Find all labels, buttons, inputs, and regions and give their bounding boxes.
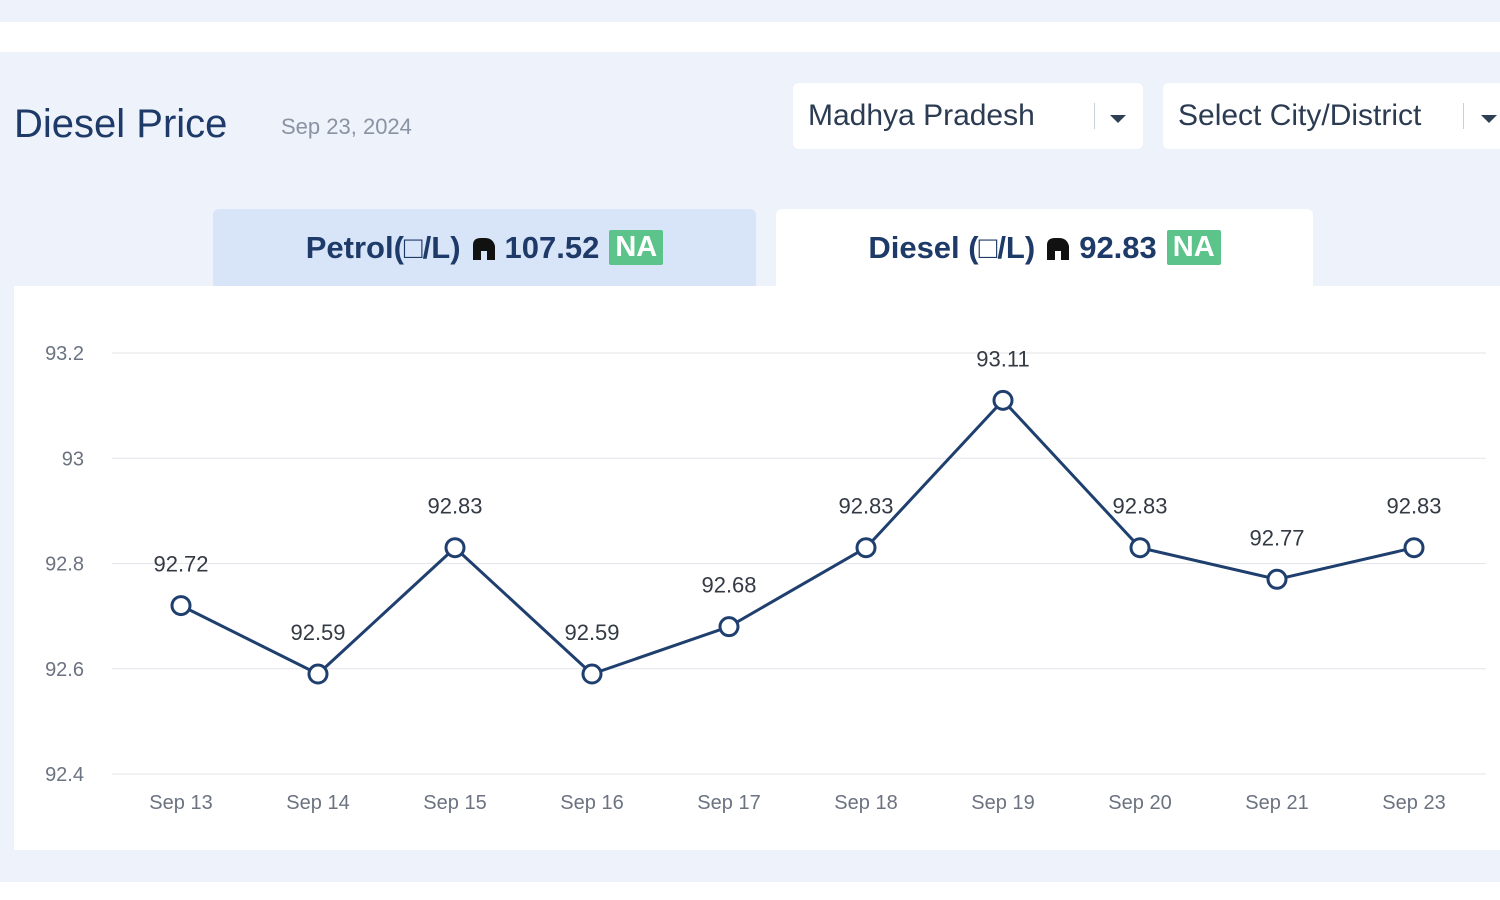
fuel-pump-icon [1047, 237, 1070, 260]
x-tick-label: Sep 15 [423, 792, 486, 814]
tab-diesel-value: 92.83 [1079, 229, 1157, 265]
y-tick-label: 92.4 [45, 764, 84, 786]
data-point [444, 537, 466, 559]
x-tick-label: Sep 17 [697, 792, 760, 814]
state-select-separator [1094, 103, 1095, 129]
data-point [1129, 537, 1151, 559]
data-point [992, 389, 1014, 411]
data-label: 92.83 [1386, 494, 1441, 519]
data-point [581, 663, 603, 685]
data-point [170, 595, 192, 617]
data-point [307, 663, 329, 685]
data-label: 92.77 [1249, 525, 1304, 550]
data-label: 93.11 [976, 346, 1029, 371]
data-label: 92.83 [1112, 494, 1167, 519]
data-label: 92.72 [153, 552, 208, 577]
data-point [718, 616, 740, 638]
y-tick-label: 93.2 [45, 343, 84, 365]
x-tick-label: Sep 20 [1108, 792, 1171, 814]
tab-petrol-value: 107.52 [504, 229, 600, 265]
chart-card: 92.4 92.6 92.8 93 93.2 Sep 13 Sep 14 Sep 15 Sep … [14, 286, 1500, 850]
tab-diesel-badge: NA [1166, 230, 1221, 265]
city-select-value: Select City/District [1178, 99, 1422, 132]
tab-petrol[interactable]: Petrol(□/L) 107.52 NA [213, 209, 756, 286]
x-tick-label: Sep 18 [834, 792, 897, 814]
state-select[interactable]: Madhya Pradesh [793, 83, 1143, 149]
data-point [1266, 568, 1288, 590]
x-tick-label: Sep 16 [560, 792, 623, 814]
caret-down-icon[interactable] [1481, 115, 1497, 123]
data-label: 92.68 [701, 573, 756, 598]
top-strip [0, 0, 1500, 22]
tab-diesel[interactable]: Diesel (□/L) 92.83 NA [776, 209, 1313, 286]
caret-down-icon[interactable] [1110, 115, 1126, 123]
fuel-pump-icon [472, 237, 495, 260]
data-label: 92.59 [290, 620, 345, 645]
y-tick-label: 92.8 [45, 554, 84, 576]
city-select[interactable]: Select City/District [1163, 83, 1500, 149]
data-point [855, 537, 877, 559]
tab-diesel-label: Diesel (□/L) [868, 229, 1036, 265]
y-tick-label: 92.6 [45, 659, 84, 681]
tab-petrol-badge: NA [609, 230, 664, 265]
page-title: Diesel Price [14, 102, 228, 146]
page-date: Sep 23, 2024 [281, 114, 412, 139]
bottom-strip [0, 882, 1500, 900]
series-line [180, 398, 1415, 676]
tab-petrol-label: Petrol(□/L) [305, 229, 461, 265]
x-tick-label: Sep 23 [1382, 792, 1445, 814]
line-chart: 92.4 92.6 92.8 93 93.2 Sep 13 Sep 14 Sep 15 Sep … [45, 343, 1486, 814]
state-select-value: Madhya Pradesh [808, 99, 1035, 132]
data-label: 92.83 [427, 494, 482, 519]
data-point [1403, 537, 1425, 559]
y-tick-label: 93 [62, 448, 84, 470]
x-tick-label: Sep 21 [1245, 792, 1308, 814]
x-tick-label: Sep 13 [149, 792, 212, 814]
data-label: 92.59 [564, 620, 619, 645]
x-tick-label: Sep 19 [971, 792, 1034, 814]
x-tick-label: Sep 14 [286, 792, 349, 814]
city-select-separator [1463, 103, 1464, 129]
data-label: 92.83 [838, 494, 893, 519]
